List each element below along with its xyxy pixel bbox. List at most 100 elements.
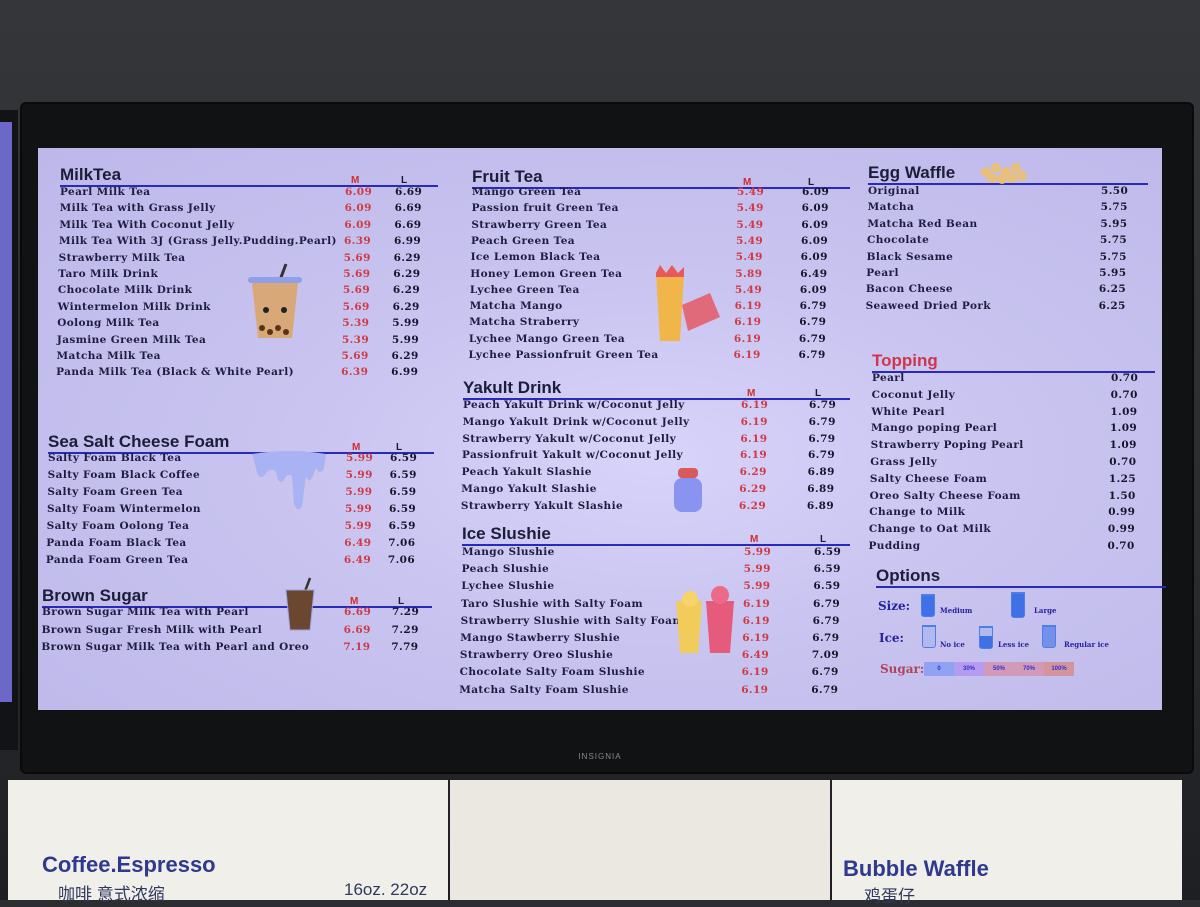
- medium-price: 6.19: [733, 332, 762, 345]
- ice-slushie-section: Ice Slushie M L Mango Slushie 5.99 6.59 Peach …: [459, 524, 850, 696]
- bubble-waffle-chinese: 鸡蛋仔: [864, 887, 915, 906]
- yakult-bottle-icon: [674, 468, 702, 512]
- large-column-header: L: [398, 596, 405, 607]
- menu-item-name: Mango Yakult Drink w/Coconut Jelly: [462, 415, 690, 428]
- sugar-level-50: 50%: [984, 662, 1014, 676]
- large-price: 6.09: [802, 186, 830, 198]
- menu-item: Salty Foam Wintermelon 5.99 6.59: [47, 503, 433, 515]
- large-price: 6.89: [807, 483, 835, 495]
- topping-section: Topping Pearl 0.70 Coconut Jelly 0.70 White P…: [869, 351, 1155, 552]
- price: 0.70: [1109, 456, 1137, 468]
- menu-item: Oolong Milk Tea 5.39 5.99: [57, 317, 435, 329]
- large-price: 6.09: [799, 283, 828, 296]
- price: 6.25: [1098, 299, 1126, 312]
- menu-item-name: Change to Milk: [869, 506, 966, 519]
- medium-price: 5.99: [743, 580, 771, 593]
- menu-item: Peach Slushie 5.99 6.59: [462, 563, 850, 575]
- large-price: 6.99: [391, 366, 419, 379]
- menu-item-name: Taro Milk Drink: [58, 268, 159, 280]
- menu-item-name: Grass Jelly: [870, 456, 938, 468]
- large-column-header: L: [396, 442, 403, 453]
- medium-price: 5.99: [345, 469, 373, 481]
- menu-item-name: Passion fruit Green Tea: [471, 202, 619, 215]
- large-price: 6.29: [392, 284, 421, 297]
- fruit-tea-title: Fruit Tea M L: [472, 167, 850, 189]
- menu-item: Honey Lemon Green Tea 5.89 6.49: [470, 268, 848, 280]
- menu-item: Strawberry Milk Tea 5.69 6.29: [59, 252, 437, 264]
- sugar-level-70: 70%: [1014, 662, 1044, 676]
- menu-item-name: Pudding: [868, 540, 921, 552]
- menu-item-name: Jasmine Green Milk Tea: [56, 333, 207, 346]
- medium-price: 5.49: [735, 251, 763, 264]
- medium-price: 6.49: [741, 649, 770, 662]
- menu-item-name: Milk Tea With 3J (Grass Jelly.Pudding.Pe…: [58, 235, 337, 248]
- size-large: Large: [1034, 606, 1057, 615]
- large-price: 6.79: [798, 349, 826, 361]
- menu-item: Wintermelon Milk Drink 5.69 6.29: [58, 301, 436, 313]
- coffee-espresso-title: Coffee.Espresso: [42, 852, 216, 877]
- menu-item: Change to Milk 0.99: [869, 506, 1152, 518]
- medium-price: 6.19: [733, 349, 761, 361]
- section-title-text: Topping: [872, 351, 938, 370]
- egg-waffle-title: Egg Waffle: [868, 163, 1148, 185]
- sea-salt-title: Sea Salt Cheese Foam M L: [48, 432, 434, 454]
- medium-price: 5.49: [736, 202, 764, 215]
- menu-item: Matcha Red Bean 5.95: [867, 218, 1147, 230]
- large-price: 6.89: [806, 499, 835, 512]
- menu-item-name: Salty Foam Black Tea: [48, 452, 182, 464]
- brown-sugar-title: Brown Sugar M L: [42, 586, 432, 608]
- medium-price: 7.19: [343, 641, 371, 653]
- menu-item-name: Matcha Straberry: [469, 316, 580, 329]
- bubble-waffle-title: Bubble Waffle: [843, 856, 989, 881]
- medium-price: 6.19: [739, 449, 768, 462]
- menu-item-name: Strawberry Yakult w/Coconut Jelly: [462, 432, 677, 445]
- menu-item-name: Oolong Milk Tea: [57, 317, 160, 330]
- section-title-text: Sea Salt Cheese Foam: [48, 432, 230, 451]
- medium-price: 6.09: [344, 218, 372, 231]
- menu-item-name: Strawberry Milk Tea: [58, 251, 186, 264]
- menu-item: Brown Sugar Milk Tea with Pearl and Oreo…: [41, 641, 431, 653]
- medium-price: 5.69: [341, 350, 369, 362]
- medium-price: 6.19: [741, 666, 769, 679]
- yakult-section: Yakult Drink M L Peach Yakult Drink w/Cocon…: [461, 378, 850, 512]
- menu-item: Lychee Slushie 5.99 6.59: [461, 580, 849, 592]
- menu-item-name: Mango Green Tea: [472, 186, 582, 198]
- menu-item: Mango Stawberry Slushie 6.19 6.79: [460, 632, 848, 644]
- menu-item: Matcha 5.75: [868, 201, 1148, 213]
- menu-item-name: White Pearl: [871, 405, 945, 418]
- menu-item-name: Milk Tea With Coconut Jelly: [59, 218, 235, 231]
- large-price: 6.59: [388, 503, 417, 515]
- menu-item: Peach Green Tea 5.49 6.09: [471, 235, 849, 247]
- menu-item: Salty Foam Oolong Tea 5.99 6.59: [47, 520, 433, 532]
- menu-item-name: Peach Green Tea: [470, 234, 575, 247]
- menu-item-name: Mango poping Pearl: [870, 422, 998, 435]
- large-price: 6.09: [800, 251, 828, 264]
- medium-column-header: M: [351, 175, 360, 186]
- tv-brand-logo: INSIGNIA: [578, 752, 622, 761]
- medium-price: 5.39: [341, 333, 370, 346]
- large-price: 6.29: [393, 251, 421, 264]
- medium-price: 5.99: [743, 563, 771, 576]
- medium-price: 5.69: [342, 300, 370, 313]
- medium-price: 6.19: [740, 415, 768, 428]
- menu-item-name: Strawberry Yakult Slashie: [460, 499, 624, 512]
- menu-item-name: Bacon Cheese: [865, 283, 954, 296]
- menu-item: Taro Milk Drink 5.69 6.29: [58, 268, 436, 280]
- menu-item: Strawberry Poping Pearl 1.09: [871, 439, 1154, 451]
- menu-item: Grass Jelly 0.70: [870, 456, 1153, 468]
- price: 1.25: [1108, 472, 1137, 485]
- medium-column-header: M: [352, 442, 361, 453]
- large-price: 7.29: [391, 623, 419, 636]
- brown-sugar-drink-icon: [285, 577, 315, 631]
- menu-item: Passion fruit Green Tea 5.49 6.09: [472, 202, 850, 214]
- menu-item-name: Brown Sugar Fresh Milk with Pearl: [41, 623, 263, 636]
- price: 6.25: [1098, 283, 1127, 296]
- menu-item: Panda Foam Black Tea 6.49 7.06: [46, 537, 432, 549]
- medium-price: 6.19: [742, 597, 771, 610]
- menu-item-name: Matcha Milk Tea: [56, 350, 161, 362]
- medium-price: 5.69: [343, 268, 371, 280]
- yakult-title: Yakult Drink M L: [463, 378, 850, 400]
- sugar-level-30: 30%: [954, 662, 984, 676]
- medium-price: 5.49: [734, 283, 763, 296]
- large-price: 6.79: [809, 399, 837, 411]
